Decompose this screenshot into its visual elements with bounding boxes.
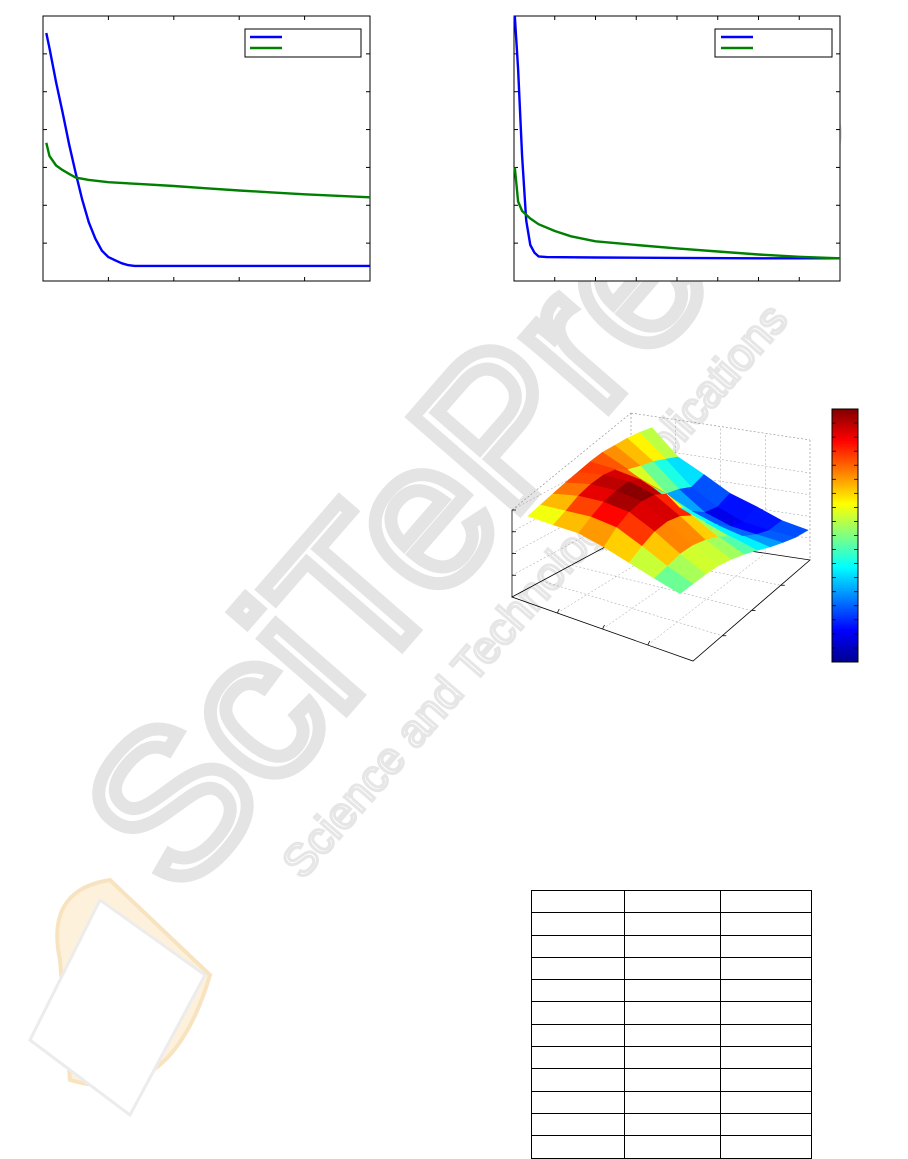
table-cell <box>531 979 625 1003</box>
table-cell <box>531 956 625 981</box>
table-header-row <box>531 889 812 914</box>
axis-ticks <box>43 16 370 281</box>
line-chart-right <box>513 15 841 282</box>
table-cell <box>720 934 812 958</box>
colorbar-ticks <box>832 422 858 649</box>
legend-box <box>244 28 362 58</box>
table-cell <box>531 1068 625 1092</box>
floor-grid-line <box>571 564 752 611</box>
series-lines <box>45 32 371 268</box>
table-cell <box>624 889 721 914</box>
series-1-line <box>45 32 370 268</box>
surface-plot <box>511 408 859 663</box>
left-wall-top <box>511 412 632 511</box>
floor-box <box>511 532 811 662</box>
table-row <box>531 1001 812 1025</box>
table-row <box>531 979 812 1003</box>
table-cell <box>720 1023 812 1048</box>
surface-mesh <box>527 427 809 594</box>
table-cell <box>624 979 721 1003</box>
table-cell <box>624 934 721 958</box>
table-cell <box>720 1001 812 1025</box>
table-cell <box>531 1023 625 1048</box>
table-cell <box>531 1001 625 1025</box>
table-row <box>531 1135 812 1159</box>
series-1-line <box>513 15 840 260</box>
series-2-line <box>45 142 371 199</box>
table-cell <box>624 1023 721 1048</box>
table-cell <box>720 979 812 1003</box>
table-row <box>531 956 812 981</box>
table-cell <box>531 1090 625 1114</box>
plot-area-frame <box>513 15 841 282</box>
table-cell <box>624 1068 721 1092</box>
table-cell <box>624 1112 721 1137</box>
table-row <box>531 934 812 958</box>
series-2-line <box>513 167 841 260</box>
legend <box>714 28 833 58</box>
x-tick <box>602 624 605 630</box>
table-cell <box>720 956 812 981</box>
table-cell <box>720 1068 812 1092</box>
table-cell <box>720 889 812 914</box>
table-cell <box>531 912 625 936</box>
table-cell <box>624 1135 721 1159</box>
table-row <box>531 1046 812 1070</box>
table-cell <box>624 1001 721 1025</box>
table-cell <box>531 1135 625 1159</box>
table-cell <box>720 912 812 936</box>
table-row <box>531 1068 812 1092</box>
table-row <box>531 912 812 936</box>
floor-grid-line <box>601 548 781 586</box>
watermark-logo-icon <box>28 877 213 1118</box>
table-cell <box>624 1046 721 1070</box>
table-cell <box>624 912 721 936</box>
table-cell <box>624 1090 721 1114</box>
x-tick <box>556 608 560 614</box>
table-cell <box>531 1112 625 1137</box>
x-tick <box>647 640 651 646</box>
floor-grid-line <box>541 580 723 636</box>
table-cell <box>531 1046 625 1070</box>
legend <box>244 28 362 58</box>
table-cell <box>531 889 625 914</box>
line-chart-left <box>42 15 371 282</box>
table-cell <box>720 1112 812 1137</box>
legend-box <box>714 28 833 58</box>
table-cell <box>720 1046 812 1070</box>
table-cell <box>531 934 625 958</box>
series-lines <box>513 15 841 260</box>
floor-grid-line <box>647 553 766 646</box>
surface-patch <box>654 565 694 594</box>
axis-ticks <box>514 16 840 281</box>
table-cell <box>720 1090 812 1114</box>
table-row <box>531 1112 812 1137</box>
table-row <box>531 1090 812 1114</box>
table-cell <box>624 956 721 981</box>
table-row <box>531 1023 812 1048</box>
table-cell <box>720 1135 812 1159</box>
plot-area-frame <box>42 15 371 282</box>
data-table <box>531 889 812 1159</box>
